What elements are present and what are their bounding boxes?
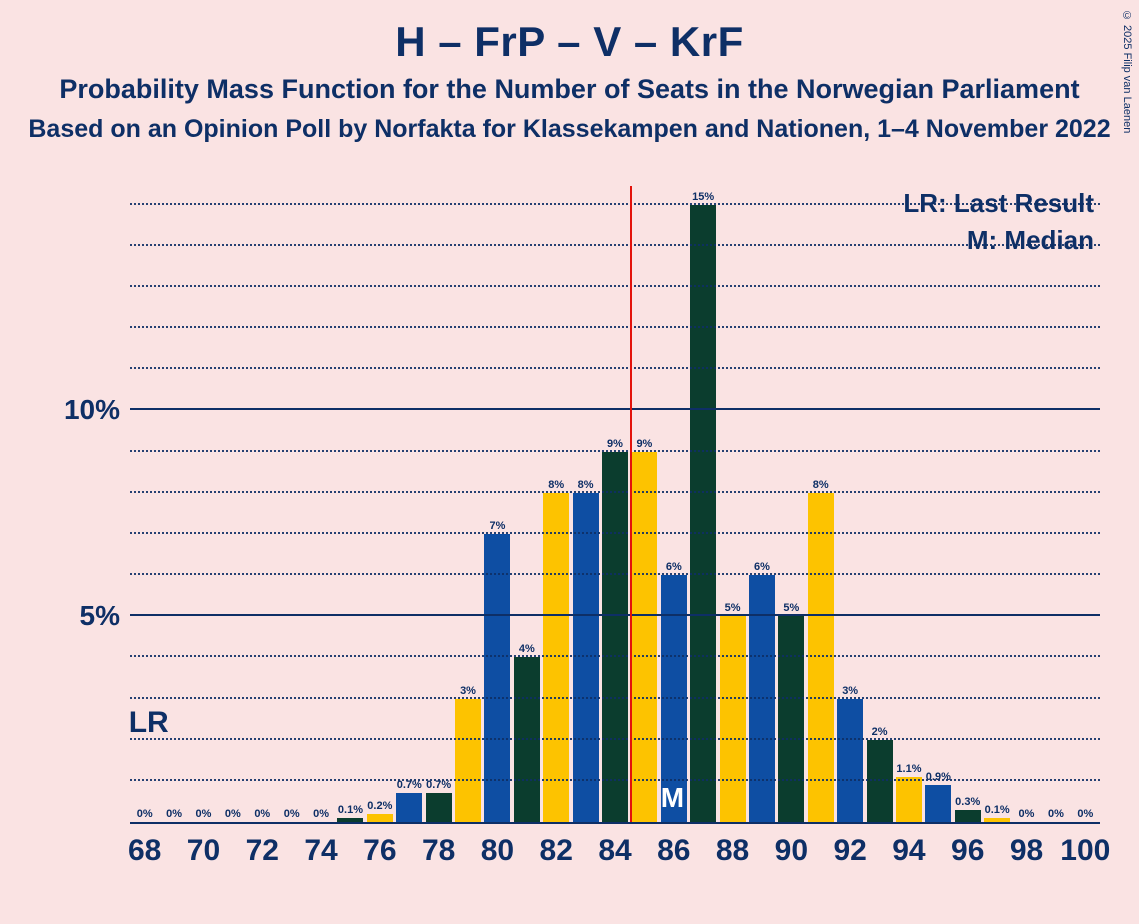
- bar-value-label: 9%: [636, 438, 652, 450]
- bar-value-label: 2%: [872, 726, 888, 738]
- bar-value-label: 6%: [754, 561, 770, 573]
- bar: 0.7%: [396, 793, 422, 822]
- bar-value-label: 7%: [489, 520, 505, 532]
- grid-minor: [130, 779, 1100, 781]
- x-axis-tick: 94: [892, 834, 925, 868]
- grid-minor: [130, 532, 1100, 534]
- grid-minor: [130, 285, 1100, 287]
- copyright-text: © 2025 Filip van Laenen: [1121, 10, 1133, 133]
- x-axis-tick: 84: [598, 834, 631, 868]
- bar-value-label: 0%: [1077, 808, 1093, 820]
- y-axis-tick: 10%: [64, 394, 120, 426]
- bar: 0.9%: [925, 785, 951, 822]
- bar-value-label: 1.1%: [896, 763, 921, 775]
- bar-value-label: 0.9%: [926, 771, 951, 783]
- grid-minor: [130, 326, 1100, 328]
- grid-minor: [130, 697, 1100, 699]
- x-axis-tick: 100: [1060, 834, 1110, 868]
- bar-value-label: 5%: [725, 602, 741, 614]
- grid-minor: [130, 450, 1100, 452]
- bar: 8%: [808, 493, 834, 822]
- x-axis-tick: 92: [833, 834, 866, 868]
- title-subtitle-2: Based on an Opinion Poll by Norfakta for…: [0, 115, 1139, 144]
- grid-minor: [130, 655, 1100, 657]
- plot-area: LR: Last Result M: Median 0%0%0%0%0%0%0%…: [130, 186, 1100, 824]
- bar: 5%: [720, 616, 746, 822]
- x-axis-tick: 76: [363, 834, 396, 868]
- last-result-marker-text: LR: [129, 706, 169, 740]
- bar-value-label: 3%: [460, 685, 476, 697]
- bar: 3%: [455, 699, 481, 822]
- bar-value-label: 0%: [1019, 808, 1035, 820]
- bar-value-label: 8%: [813, 479, 829, 491]
- grid-minor: [130, 367, 1100, 369]
- median-line: [630, 186, 632, 822]
- title-main: H – FrP – V – KrF: [0, 18, 1139, 66]
- bar-value-label: 0%: [225, 808, 241, 820]
- x-axis-tick: 90: [775, 834, 808, 868]
- grid-major: [130, 614, 1100, 616]
- bar-value-label: 0%: [166, 808, 182, 820]
- bar-value-label: 0%: [284, 808, 300, 820]
- bar-value-label: 0%: [254, 808, 270, 820]
- bar-value-label: 0%: [137, 808, 153, 820]
- bar: 15%: [690, 205, 716, 822]
- bar-value-label: 5%: [783, 602, 799, 614]
- grid-minor: [130, 573, 1100, 575]
- bar: 8%: [573, 493, 599, 822]
- bar-value-label: 0.3%: [955, 796, 980, 808]
- bar-value-label: 0%: [196, 808, 212, 820]
- bar-value-label: 15%: [692, 191, 714, 203]
- chart-area: LR: Last Result M: Median 0%0%0%0%0%0%0%…: [60, 186, 1110, 886]
- bar-value-label: 6%: [666, 561, 682, 573]
- bar: 8%: [543, 493, 569, 822]
- y-axis-tick: 5%: [80, 600, 120, 632]
- grid-minor: [130, 203, 1100, 205]
- bar: 2%: [867, 740, 893, 822]
- x-axis-tick: 82: [540, 834, 573, 868]
- grid-minor: [130, 738, 1100, 740]
- title-subtitle-1: Probability Mass Function for the Number…: [0, 74, 1139, 105]
- bars-container: 0%0%0%0%0%0%0%0.1%0.2%0.7%0.7%3%7%4%8%8%…: [130, 186, 1100, 822]
- x-axis-tick: 74: [304, 834, 337, 868]
- bar: 3%: [837, 699, 863, 822]
- grid-minor: [130, 491, 1100, 493]
- bar-value-label: 9%: [607, 438, 623, 450]
- bar: 9%: [631, 452, 657, 822]
- bar: 1.1%: [896, 777, 922, 822]
- bar-value-label: 0.2%: [367, 800, 392, 812]
- x-axis-tick: 70: [187, 834, 220, 868]
- x-axis-tick: 80: [481, 834, 514, 868]
- bar-value-label: 0.7%: [397, 779, 422, 791]
- bar: 0.3%: [955, 810, 981, 822]
- bar-value-label: 3%: [842, 685, 858, 697]
- bar-value-label: 0.7%: [426, 779, 451, 791]
- bar: 0.7%: [426, 793, 452, 822]
- bar-value-label: 8%: [548, 479, 564, 491]
- bar-value-label: 0.1%: [985, 804, 1010, 816]
- x-axis-tick: 98: [1010, 834, 1043, 868]
- chart-titles: H – FrP – V – KrF Probability Mass Funct…: [0, 0, 1139, 144]
- bar-value-label: 8%: [578, 479, 594, 491]
- bar-value-label: 0%: [313, 808, 329, 820]
- bar: 0.1%: [337, 818, 363, 822]
- bar-value-label: 0%: [1048, 808, 1064, 820]
- x-axis-tick: 68: [128, 834, 161, 868]
- bar: 9%: [602, 452, 628, 822]
- x-axis-tick: 72: [246, 834, 279, 868]
- bar: 5%: [778, 616, 804, 822]
- grid-minor: [130, 244, 1100, 246]
- bar: 0.2%: [367, 814, 393, 822]
- grid-major: [130, 408, 1100, 410]
- median-marker-text: M: [661, 782, 684, 814]
- bar: 0.1%: [984, 818, 1010, 822]
- x-axis-tick: 96: [951, 834, 984, 868]
- x-axis-tick: 78: [422, 834, 455, 868]
- bar-value-label: 4%: [519, 643, 535, 655]
- bar-value-label: 0.1%: [338, 804, 363, 816]
- x-axis-tick: 86: [657, 834, 690, 868]
- x-axis-tick: 88: [716, 834, 749, 868]
